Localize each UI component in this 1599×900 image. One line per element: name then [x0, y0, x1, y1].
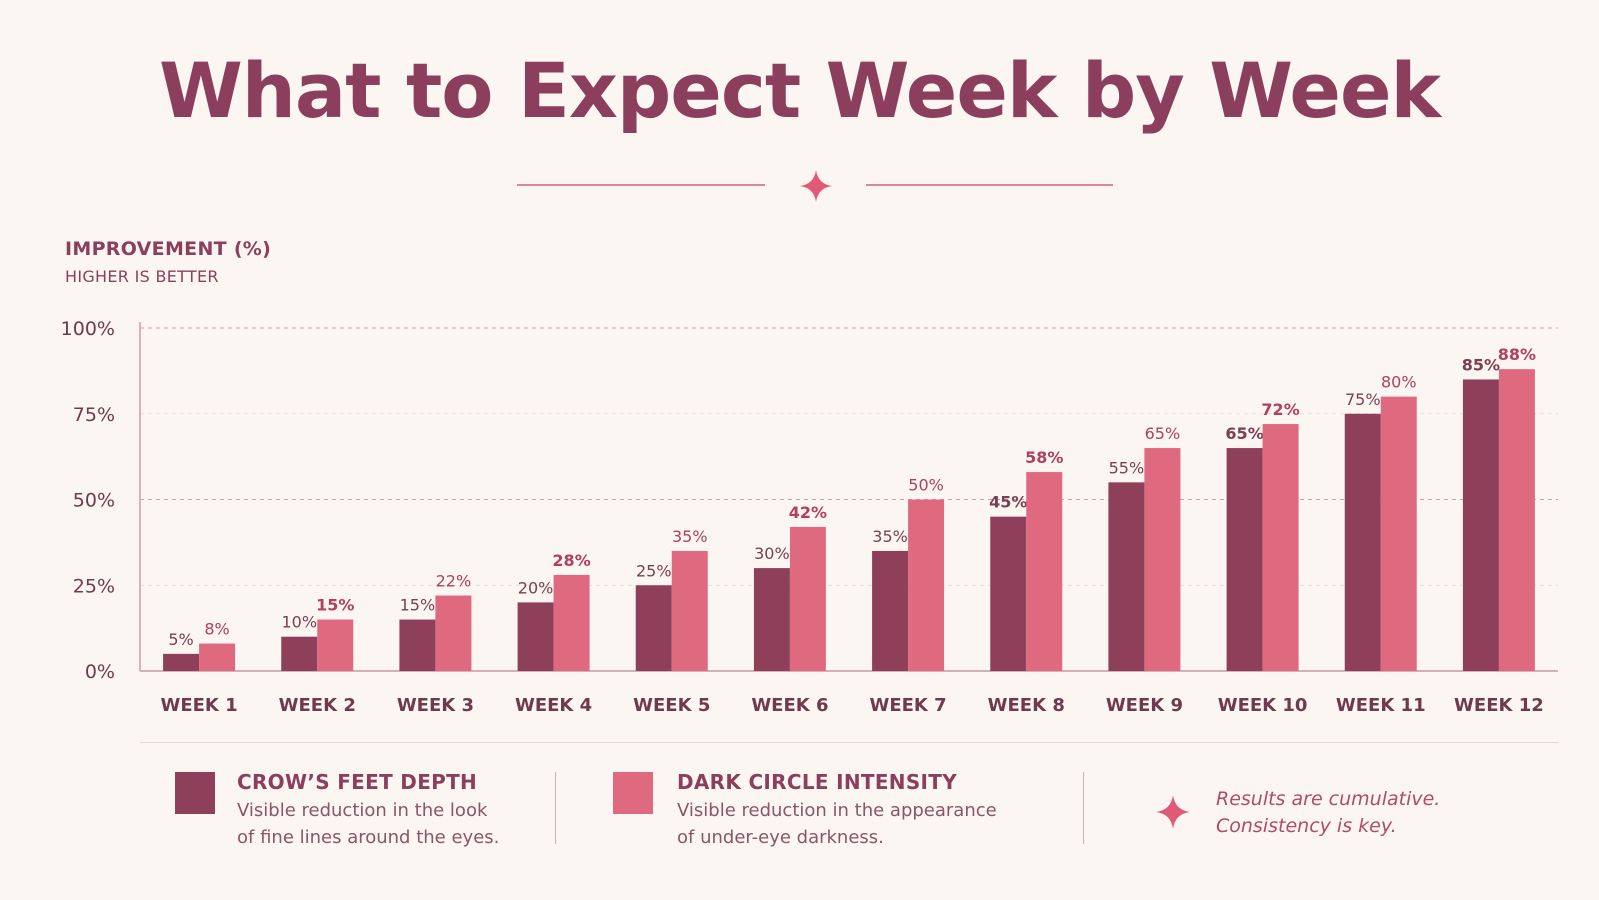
- data-label-crows-feet: 65%: [1225, 424, 1263, 443]
- data-label-dark-circle: 58%: [1025, 448, 1063, 467]
- data-label-crows-feet: 10%: [281, 613, 317, 632]
- data-label-crows-feet: 55%: [1109, 458, 1145, 477]
- data-label-dark-circle: 80%: [1381, 373, 1417, 392]
- legend-vertical-separator: [555, 772, 556, 844]
- legend-desc-crows-feet: Visible reduction in the look of fine li…: [237, 797, 557, 851]
- legend-swatch-dark-circle: [613, 772, 653, 814]
- bar-dark-circle: [1262, 424, 1299, 671]
- x-tick-label: WEEK 1: [160, 695, 237, 716]
- bar-crows-feet: [1108, 482, 1145, 671]
- x-tick-label: WEEK 11: [1336, 695, 1426, 716]
- bar-crows-feet: [1226, 448, 1263, 671]
- bar-crows-feet: [163, 653, 200, 671]
- legend-title-crows-feet: CROW’S FEET DEPTH: [237, 770, 478, 794]
- legend-desc-line: Visible reduction in the appearance: [677, 800, 997, 821]
- bar-dark-circle: [553, 574, 590, 671]
- bar-dark-circle: [1144, 448, 1181, 671]
- title-divider-left: [517, 184, 765, 186]
- x-tick-label: WEEK 7: [869, 695, 946, 716]
- data-label-crows-feet: 45%: [989, 493, 1027, 512]
- x-tick-label: WEEK 3: [397, 695, 474, 716]
- data-label-dark-circle: 50%: [908, 476, 944, 495]
- data-label-crows-feet: 5%: [168, 630, 193, 649]
- data-label-crows-feet: 25%: [636, 561, 672, 580]
- bar-crows-feet: [1462, 379, 1499, 671]
- bar-dark-circle: [1026, 472, 1063, 671]
- data-label-crows-feet: 15%: [400, 596, 436, 615]
- data-label-dark-circle: 35%: [672, 527, 708, 546]
- bar-dark-circle: [908, 499, 945, 671]
- x-tick-label: WEEK 8: [988, 695, 1065, 716]
- y-tick-label: 0%: [85, 661, 115, 683]
- y-axis-sublabel: HIGHER IS BETTER: [65, 267, 219, 286]
- note-line: Consistency is key.: [1216, 815, 1397, 837]
- x-tick-label: WEEK 4: [515, 695, 592, 716]
- data-label-crows-feet: 75%: [1345, 390, 1381, 409]
- y-axis-label: IMPROVEMENT (%): [65, 238, 272, 260]
- data-label-dark-circle: 42%: [789, 503, 827, 522]
- bar-crows-feet: [635, 585, 672, 671]
- data-label-dark-circle: 72%: [1261, 400, 1299, 419]
- data-label-crows-feet: 35%: [872, 527, 908, 546]
- y-tick-label: 100%: [61, 318, 115, 340]
- bar-crows-feet: [517, 602, 554, 671]
- bar-dark-circle: [789, 526, 826, 671]
- data-label-dark-circle: 15%: [316, 596, 354, 615]
- bar-crows-feet: [990, 516, 1027, 671]
- legend-desc-line: of under-eye darkness.: [677, 827, 884, 848]
- bar-dark-circle: [435, 595, 472, 671]
- bar-crows-feet: [399, 619, 436, 671]
- bar-dark-circle: [1380, 396, 1417, 671]
- legend-desc-line: Visible reduction in the look: [237, 800, 488, 821]
- y-tick-label: 25%: [73, 575, 115, 597]
- data-label-dark-circle: 28%: [552, 551, 590, 570]
- bar-dark-circle: [1498, 369, 1535, 671]
- page-title: What to Expect Week by Week: [158, 46, 1441, 135]
- bar-dark-circle: [671, 550, 708, 671]
- x-tick-label: WEEK 5: [633, 695, 710, 716]
- sparkle-icon: [800, 170, 832, 202]
- sparkle-icon: [1156, 795, 1190, 829]
- bar-crows-feet: [1344, 413, 1381, 671]
- data-label-dark-circle: 65%: [1145, 424, 1181, 443]
- legend-desc-dark-circle: Visible reduction in the appearance of u…: [677, 797, 1037, 851]
- legend-separator: [140, 742, 1558, 743]
- y-tick-label: 50%: [73, 490, 115, 512]
- x-tick-label: WEEK 10: [1218, 695, 1308, 716]
- note-line: Results are cumulative.: [1216, 788, 1441, 810]
- bar-crows-feet: [281, 636, 318, 671]
- x-tick-label: WEEK 6: [751, 695, 828, 716]
- legend-title-dark-circle: DARK CIRCLE INTENSITY: [677, 770, 958, 794]
- x-tick-label: WEEK 9: [1106, 695, 1183, 716]
- x-tick-label: WEEK 12: [1454, 695, 1544, 716]
- legend-swatch-crows-feet: [175, 772, 215, 814]
- title-divider-right: [866, 184, 1113, 186]
- legend-vertical-separator: [1083, 772, 1084, 844]
- bar-dark-circle: [317, 619, 354, 671]
- y-tick-label: 75%: [73, 404, 115, 426]
- cumulative-note: Results are cumulative. Consistency is k…: [1216, 786, 1536, 840]
- data-label-crows-feet: 30%: [754, 544, 790, 563]
- data-label-crows-feet: 85%: [1462, 355, 1500, 374]
- data-label-dark-circle: 22%: [436, 572, 472, 591]
- bar-crows-feet: [872, 550, 909, 671]
- legend-desc-line: of fine lines around the eyes.: [237, 827, 500, 848]
- x-tick-label: WEEK 2: [279, 695, 356, 716]
- bar-crows-feet: [753, 568, 790, 671]
- bar-dark-circle: [199, 643, 236, 671]
- data-label-dark-circle: 88%: [1498, 345, 1536, 364]
- data-label-dark-circle: 8%: [204, 620, 229, 639]
- data-label-crows-feet: 20%: [518, 578, 554, 597]
